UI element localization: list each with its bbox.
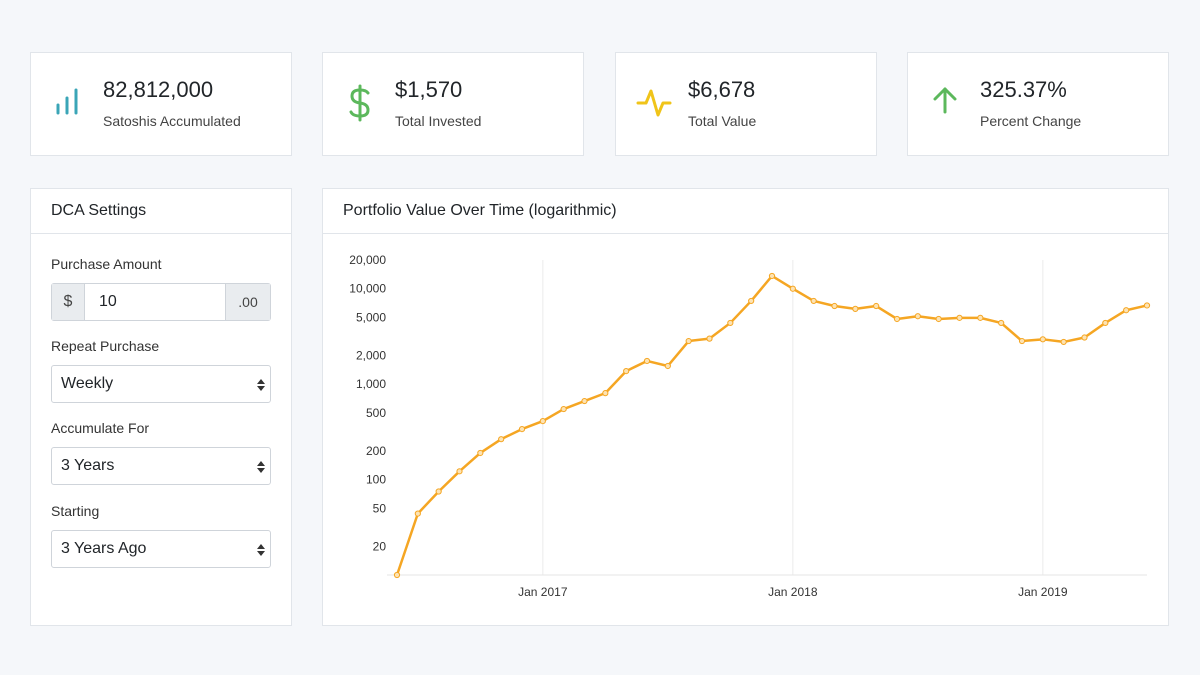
y-tick-label: 50 bbox=[373, 501, 387, 515]
point bbox=[977, 314, 984, 321]
point bbox=[998, 319, 1005, 327]
point bbox=[914, 313, 921, 320]
point bbox=[935, 315, 942, 323]
point bbox=[706, 335, 713, 342]
settings-panel: DCA Settings Purchase Amount $ 10 .00 Re… bbox=[30, 188, 292, 626]
y-tick-label: 10,000 bbox=[349, 282, 386, 296]
point bbox=[664, 362, 671, 370]
point bbox=[414, 510, 421, 517]
stat-value: 82,812,000 bbox=[103, 77, 214, 102]
stat-label: Percent Change bbox=[980, 113, 1082, 129]
point bbox=[873, 302, 880, 310]
point bbox=[727, 319, 734, 327]
dollar-icon bbox=[349, 84, 370, 122]
input-prefix: $ bbox=[52, 284, 85, 320]
select-arrows bbox=[257, 544, 265, 556]
chart-panel: Portfolio Value Over Time (logarithmic) … bbox=[322, 188, 1169, 626]
amount-input[interactable]: $ 10 .00 bbox=[51, 283, 271, 321]
stat-card: 325.37% Percent Change bbox=[907, 52, 1169, 156]
point bbox=[1018, 337, 1026, 345]
x-tick-label: Jan 2018 bbox=[768, 585, 818, 599]
point bbox=[1102, 319, 1109, 327]
field-label: Purchase Amount bbox=[51, 256, 162, 272]
field-label: Starting bbox=[51, 503, 100, 519]
stat-card: $1,570 Total Invested bbox=[322, 52, 584, 156]
repeat-select[interactable]: Weekly bbox=[51, 365, 271, 403]
select-arrows bbox=[257, 379, 265, 391]
y-tick-label: 500 bbox=[366, 406, 386, 420]
point bbox=[1143, 302, 1151, 309]
point bbox=[393, 571, 401, 579]
point bbox=[1081, 334, 1088, 341]
y-tick-label: 2,000 bbox=[356, 348, 386, 362]
point bbox=[852, 305, 859, 312]
y-tick-label: 200 bbox=[366, 444, 386, 458]
point bbox=[581, 397, 588, 405]
point bbox=[623, 368, 630, 375]
point bbox=[685, 337, 692, 345]
panel-title: DCA Settings bbox=[31, 189, 291, 234]
y-tick-label: 1,000 bbox=[356, 377, 386, 391]
stat-card: $6,678 Total Value bbox=[615, 52, 877, 156]
point bbox=[956, 314, 963, 321]
point bbox=[456, 468, 463, 475]
y-tick-label: 100 bbox=[366, 473, 386, 487]
field-label: Accumulate For bbox=[51, 420, 150, 436]
select-value: 3 Years bbox=[61, 457, 115, 474]
pulse-icon bbox=[636, 89, 672, 117]
point bbox=[1060, 338, 1067, 346]
point bbox=[789, 285, 796, 292]
starting-select[interactable]: 3 Years Ago bbox=[51, 530, 271, 568]
point bbox=[477, 449, 484, 457]
point bbox=[518, 426, 526, 433]
point bbox=[810, 297, 817, 305]
y-tick-label: 5,000 bbox=[356, 310, 386, 324]
input-value: 10 bbox=[99, 293, 117, 310]
stat-value: 325.37% bbox=[980, 77, 1067, 102]
point bbox=[643, 357, 651, 365]
select-value: 3 Years Ago bbox=[61, 540, 147, 557]
input-suffix: .00 bbox=[225, 284, 270, 320]
y-tick-label: 20 bbox=[373, 539, 387, 553]
point bbox=[1123, 307, 1130, 314]
bars-icon bbox=[56, 88, 78, 115]
arrow-up-icon bbox=[933, 87, 957, 114]
point bbox=[1039, 336, 1046, 343]
chart: Jan 2017 Jan 2018 Jan 2019 20 50 100 200 500 1,0… bbox=[349, 253, 1151, 599]
field-label: Repeat Purchase bbox=[51, 338, 160, 354]
line bbox=[395, 274, 1148, 576]
point bbox=[748, 297, 755, 305]
stat-label: Total Invested bbox=[395, 113, 482, 129]
point bbox=[560, 405, 567, 413]
x-tick-label: Jan 2019 bbox=[1018, 585, 1068, 599]
accumulate-select[interactable]: 3 Years bbox=[51, 447, 271, 485]
point bbox=[893, 315, 901, 323]
point bbox=[602, 390, 609, 397]
point bbox=[539, 418, 546, 425]
stat-value: $1,570 bbox=[395, 77, 463, 102]
stat-label: Total Value bbox=[688, 113, 757, 129]
x-tick-label: Jan 2017 bbox=[518, 585, 568, 599]
point bbox=[435, 488, 442, 495]
stat-card: 82,812,000 Satoshis Accumulated bbox=[30, 52, 292, 156]
point bbox=[831, 302, 838, 310]
select-value: Weekly bbox=[61, 375, 114, 392]
stat-value: $6,678 bbox=[688, 77, 756, 102]
select-arrows bbox=[257, 461, 265, 473]
chart-title: Portfolio Value Over Time (logarithmic) bbox=[323, 189, 1168, 234]
point bbox=[768, 272, 776, 280]
point bbox=[498, 436, 505, 443]
y-tick-label: 20,000 bbox=[349, 253, 386, 267]
stat-label: Satoshis Accumulated bbox=[103, 113, 241, 129]
